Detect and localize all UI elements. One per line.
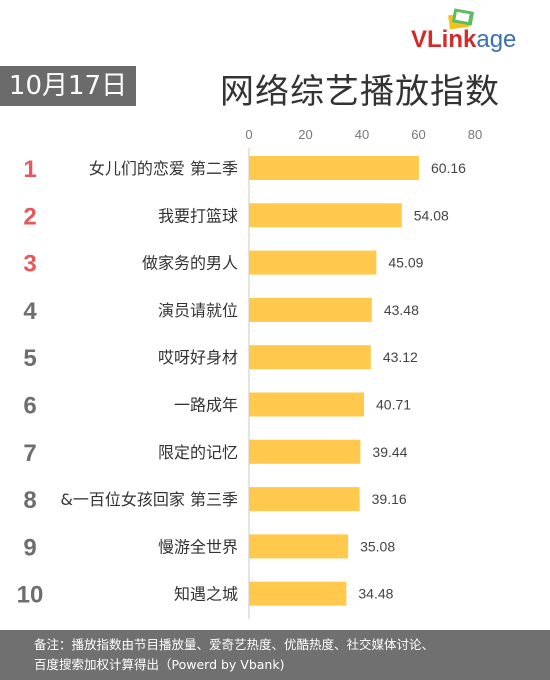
bar: [249, 534, 349, 559]
footer-line-1: 备注：播放指数由节目播放量、爱奇艺热度、优酷热度、社交媒体讨论、: [34, 637, 435, 652]
rank-number: 9: [23, 534, 36, 561]
bar: [249, 487, 360, 512]
rank-number: 3: [23, 251, 36, 278]
value-label: 45.09: [388, 255, 423, 271]
category-label: 慢游全世界: [158, 537, 238, 556]
x-tick-label: 0: [245, 127, 252, 142]
logo-card-icon: [448, 8, 475, 30]
bar: [249, 439, 361, 464]
bar: [249, 581, 347, 606]
logo-wordmark: VLinkage: [411, 26, 516, 54]
date-badge: 10月17日: [0, 66, 136, 106]
value-label: 43.48: [384, 302, 419, 318]
category-label: 女儿们的恋爱 第二季: [89, 159, 238, 178]
value-label: 39.16: [372, 491, 407, 507]
logo-text-part2: age: [476, 26, 517, 53]
category-label: 一路成年: [174, 396, 238, 415]
rank-number: 2: [23, 203, 36, 230]
rank-number: 1: [23, 156, 36, 183]
value-label: 54.08: [414, 207, 449, 223]
rank-number: 5: [23, 345, 36, 372]
value-label: 40.71: [376, 397, 411, 413]
category-label: 做家务的男人: [142, 254, 238, 273]
value-label: 43.12: [383, 349, 418, 365]
rank-number: 10: [17, 582, 44, 609]
x-tick-label: 40: [355, 127, 369, 142]
value-label: 60.16: [431, 160, 466, 176]
page-title: 网络综艺播放指数: [220, 72, 500, 112]
footer-note: 备注：播放指数由节目播放量、爱奇艺热度、优酷热度、社交媒体讨论、 百度搜索加权计…: [0, 630, 550, 680]
rank-number: 4: [23, 298, 37, 325]
date-text: 10月17日: [8, 71, 128, 101]
value-label: 39.44: [372, 444, 407, 460]
category-label: &一百位女孩回家 第三季: [60, 490, 238, 509]
category-label: 哎呀好身材: [158, 348, 238, 367]
value-label: 35.08: [360, 538, 395, 554]
category-label: 知遇之城: [174, 585, 238, 604]
bar: [249, 297, 372, 322]
rank-number: 8: [23, 487, 36, 514]
bar: [249, 156, 419, 180]
category-label: 我要打篮球: [158, 206, 238, 225]
vlinkage-logo: VLinkage: [411, 8, 545, 56]
bar: [249, 345, 371, 370]
bar: [249, 250, 377, 275]
rank-number: 6: [23, 393, 36, 420]
category-label: 限定的记忆: [158, 443, 238, 462]
x-tick-label: 60: [411, 127, 425, 142]
x-tick-label: 20: [298, 127, 312, 142]
footer-line-2: 百度搜索加权计算得出（Powerd by Vbank): [34, 657, 285, 672]
bar: [249, 203, 402, 228]
bar: [249, 392, 365, 417]
ranking-bar-chart: 0 20 40 60 80 1 女儿们的恋爱 第二季 60.16 2 我要打篮球 54.08 3 做家务…: [17, 127, 482, 619]
value-label: 34.48: [358, 586, 393, 602]
rank-number: 7: [23, 440, 36, 467]
logo-text-part1: VLink: [411, 26, 477, 53]
category-label: 演员请就位: [158, 301, 238, 320]
x-tick-label: 80: [468, 127, 482, 142]
